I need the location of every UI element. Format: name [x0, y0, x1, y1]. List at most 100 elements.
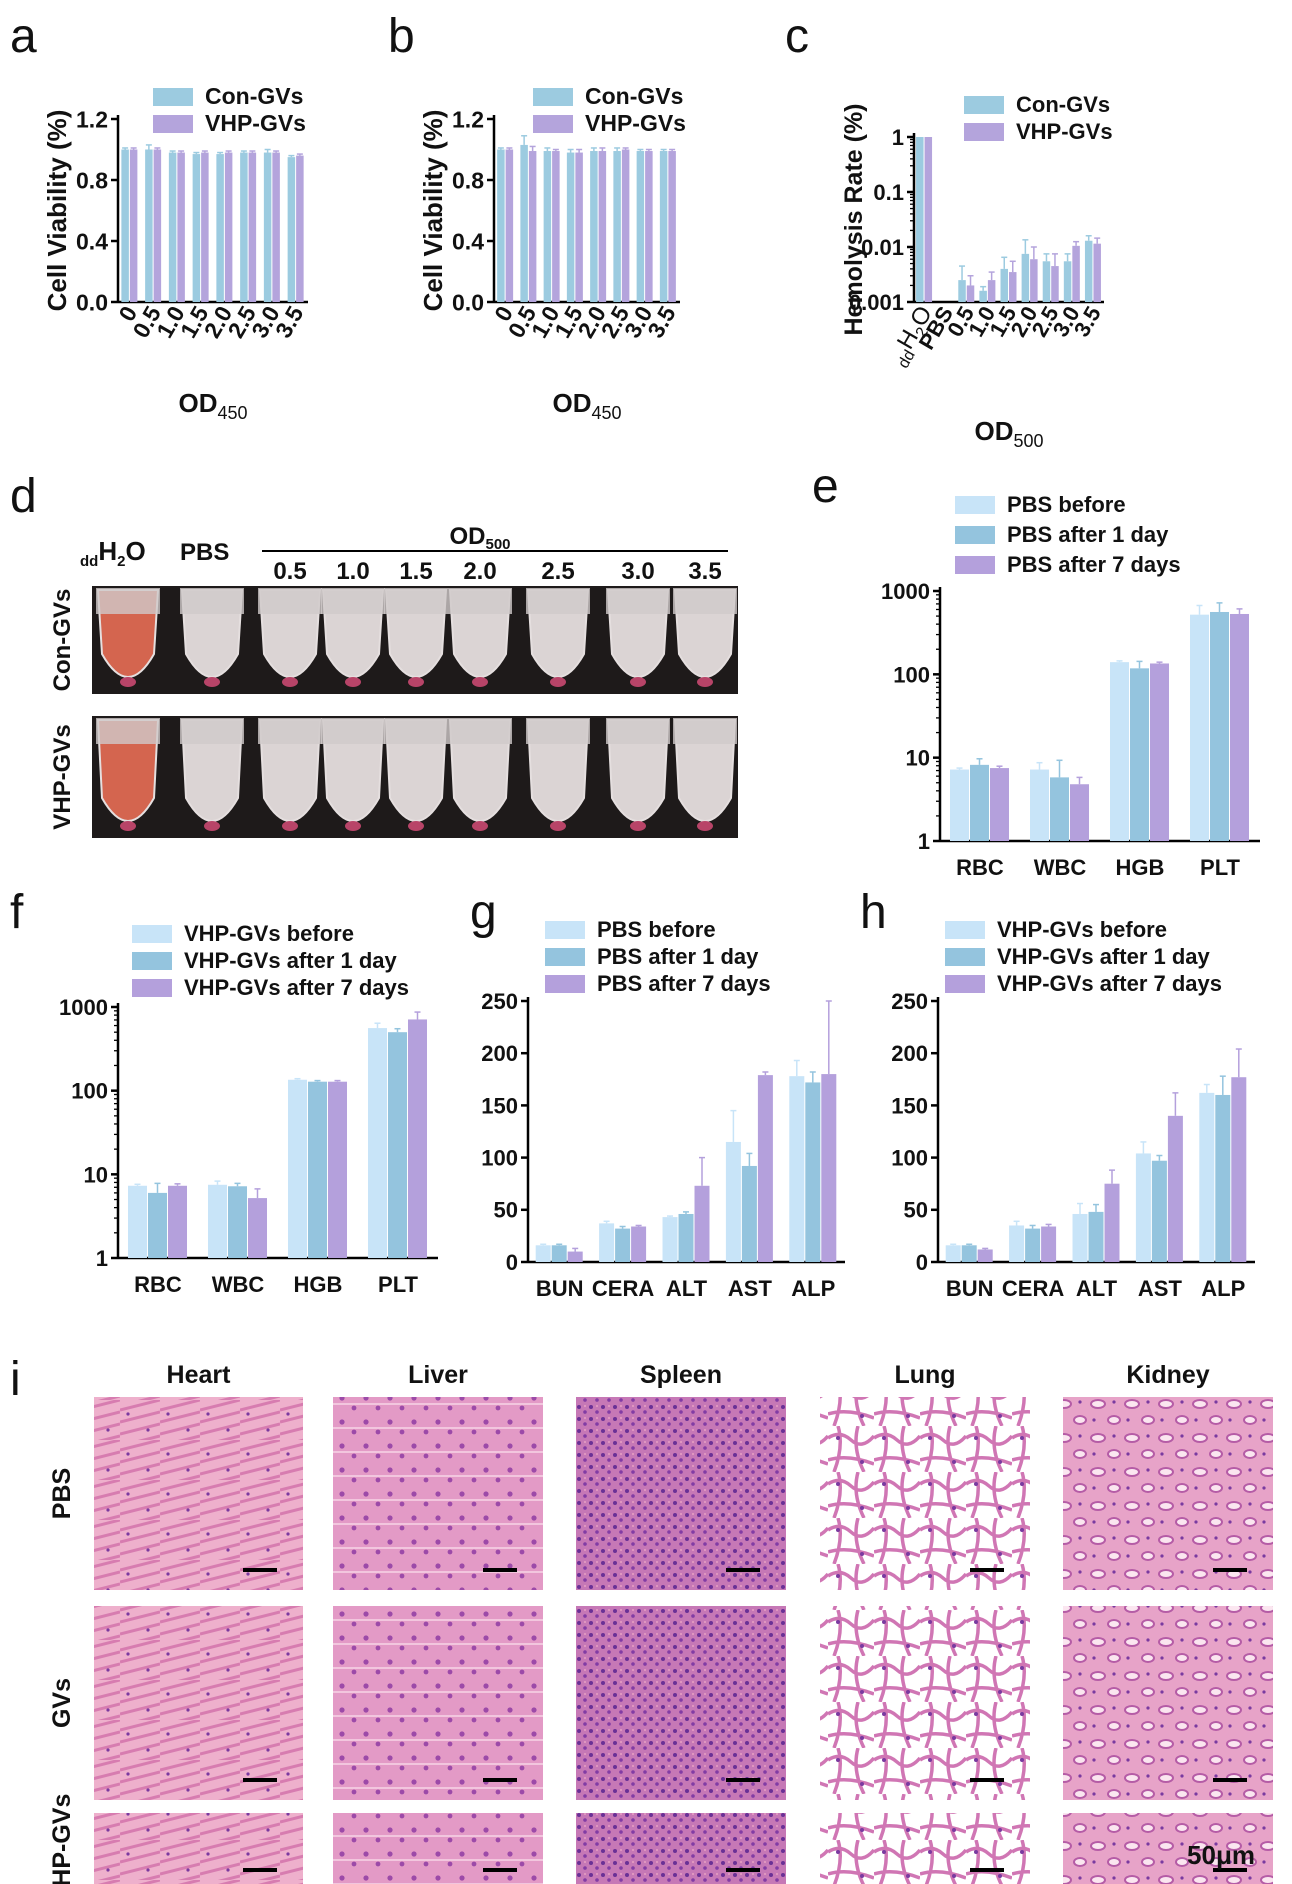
histology-image — [333, 1813, 543, 1884]
tube-cap — [96, 588, 160, 614]
histology-image — [94, 1606, 303, 1800]
bar-a-1-6 — [272, 152, 280, 302]
bar-g-1-1 — [615, 1228, 631, 1262]
rbc-pellet — [204, 821, 220, 831]
rbc-pellet — [697, 677, 713, 687]
bar-c-1-4 — [1009, 272, 1017, 302]
x-tick-label: ALP — [791, 1276, 835, 1301]
rbc-pellet — [120, 677, 136, 687]
bar-e-2-1 — [1070, 784, 1089, 841]
bar-g-0-4 — [789, 1076, 805, 1262]
ddh2o-header: ddH2O — [80, 536, 146, 570]
legend-swatch — [545, 921, 585, 939]
y-tick-label: 10 — [906, 746, 930, 771]
legend-swatch — [955, 556, 995, 574]
bar-c-1-8 — [1093, 243, 1101, 302]
legend-label: Con-GVs — [585, 83, 683, 109]
bar-b-1-5 — [621, 149, 630, 302]
tube — [448, 719, 512, 822]
bar-c-1-7 — [1072, 245, 1080, 302]
bar-c-1-2 — [966, 285, 975, 302]
rbc-pellet — [630, 821, 646, 831]
group-label: GVs — [48, 1678, 76, 1728]
concentration-label: 2.0 — [463, 558, 496, 585]
bar-g-1-4 — [805, 1082, 821, 1262]
y-axis-title: Cell Viability (%) — [42, 110, 72, 312]
bar-c-1-5 — [1030, 259, 1038, 302]
histology-image — [576, 1606, 786, 1800]
y-tick-label: 0 — [506, 1250, 518, 1275]
histology-image — [820, 1397, 1030, 1590]
rbc-pellet — [120, 821, 136, 831]
x-axis-title-sub: 500 — [1013, 431, 1043, 451]
y-tick-label: 50 — [494, 1198, 518, 1223]
panel-i-histology: i Heart Liver Spleen Lung Kidney PBS GVs VHP-GVs… — [10, 1353, 1273, 1884]
bar-e-2-2 — [1150, 663, 1169, 841]
y-tick-label: 100 — [893, 662, 930, 687]
legend-label: VHP-GVs before — [184, 921, 354, 946]
legend-swatch — [132, 979, 172, 997]
legend-label: VHP-GVs after 1 day — [184, 948, 398, 973]
y-tick-label: 1 — [892, 125, 904, 150]
legend-swatch — [132, 925, 172, 943]
bar-h-0-0 — [945, 1245, 961, 1262]
organ-header: Liver — [408, 1361, 468, 1389]
y-tick-label: 100 — [71, 1079, 108, 1104]
x-tick-label: ALT — [1076, 1276, 1118, 1301]
bar-f-0-1 — [208, 1184, 227, 1258]
x-tick-label: HGB — [1116, 855, 1165, 880]
y-tick-label: 0.8 — [76, 167, 108, 193]
ddh2o-part: dd — [80, 553, 98, 570]
tube — [258, 719, 322, 822]
bar-f-1-2 — [308, 1081, 327, 1258]
bar-c-1-3 — [987, 280, 996, 302]
tube-cap — [96, 718, 160, 744]
bar-h-0-2 — [1072, 1213, 1088, 1262]
bar-h-1-1 — [1025, 1228, 1041, 1262]
tube-cap — [384, 588, 448, 614]
legend-swatch — [132, 952, 172, 970]
tube-cap — [526, 718, 590, 744]
bar-h-2-4 — [1231, 1077, 1247, 1262]
bar-g-1-3 — [741, 1165, 757, 1262]
bar-g-1-0 — [551, 1245, 567, 1262]
bar-h-2-2 — [1104, 1183, 1120, 1262]
bar-g-1-2 — [678, 1213, 694, 1262]
bar-g-2-0 — [567, 1251, 583, 1262]
y-axis-title: Hemolysis Rate (%) — [840, 103, 868, 335]
y-tick-label: 0.4 — [452, 228, 484, 254]
tube-cap — [180, 718, 244, 744]
bar-h-0-4 — [1199, 1092, 1215, 1262]
bar-b-0-4 — [590, 151, 598, 302]
tube-cap — [606, 718, 670, 744]
bar-h-2-3 — [1167, 1115, 1183, 1262]
bar-f-0-2 — [288, 1079, 307, 1258]
legend-swatch — [945, 921, 985, 939]
tube-cap — [258, 718, 322, 744]
legend-swatch — [533, 88, 573, 106]
bar-h-1-4 — [1215, 1094, 1231, 1262]
bar-b-0-6 — [636, 151, 645, 302]
legend-swatch — [964, 96, 1004, 114]
y-tick-label: 1.2 — [452, 106, 484, 132]
bar-g-2-2 — [694, 1185, 710, 1262]
group-label: VHP-GVs — [48, 1794, 76, 1884]
bar-b-0-3 — [566, 152, 575, 302]
y-tick-label: 0.8 — [452, 167, 484, 193]
bar-f-2-0 — [168, 1185, 187, 1258]
histology-image — [94, 1397, 303, 1590]
legend-swatch — [153, 88, 193, 106]
legend-label: VHP-GVs — [585, 110, 686, 136]
bar-f-2-2 — [328, 1081, 347, 1258]
bar-e-2-3 — [1230, 613, 1249, 841]
legend-swatch — [955, 526, 995, 544]
legend-label: Con-GVs — [205, 83, 303, 109]
bar-a-1-2 — [177, 152, 185, 302]
y-tick-label: 0.0 — [76, 289, 108, 315]
chart-c: c0.0010.010.11ddH2OPBS0.51.01.52.02.53.0… — [785, 10, 1113, 451]
bar-e-1-3 — [1210, 611, 1229, 841]
bar-e-2-0 — [990, 768, 1009, 841]
concentration-label: 0.5 — [273, 558, 306, 585]
legend-swatch — [945, 975, 985, 993]
tube-cap — [526, 588, 590, 614]
